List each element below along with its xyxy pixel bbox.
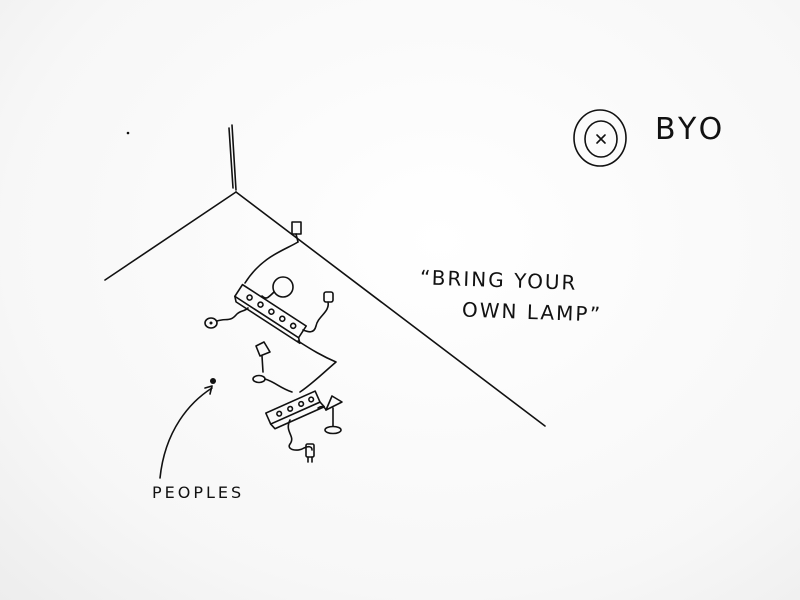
plug-icon [287, 419, 315, 463]
stray-dot [126, 131, 130, 135]
lamp-middle-icon [252, 341, 293, 393]
strip-link-cable [297, 340, 337, 393]
annotation-label: PEOPLES [152, 483, 245, 502]
room-corner [104, 124, 546, 427]
byo-target-icon [573, 109, 627, 167]
power-strip-lower [265, 390, 326, 430]
lamp-left-icon [204, 307, 249, 329]
lamp-round-icon [261, 276, 294, 299]
lamp-right-icon [302, 291, 334, 333]
power-strip-upper [234, 283, 308, 345]
annotation-arrow [159, 385, 213, 479]
legend-label: BYO [655, 112, 727, 147]
extension-cable [244, 241, 299, 284]
quote-line-2: OWN LAMP” [461, 297, 603, 327]
lamp-cone-icon [317, 395, 343, 435]
wall-outlet-icon [291, 221, 302, 243]
person-marker [210, 378, 216, 384]
